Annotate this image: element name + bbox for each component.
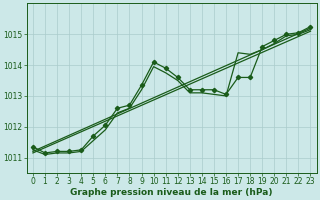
X-axis label: Graphe pression niveau de la mer (hPa): Graphe pression niveau de la mer (hPa) [70,188,273,197]
